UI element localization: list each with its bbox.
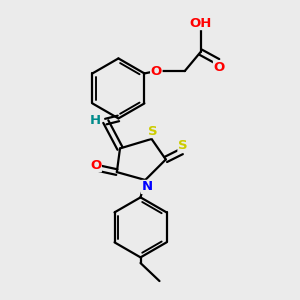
Text: N: N [142, 180, 153, 194]
Text: S: S [178, 140, 188, 152]
Text: S: S [148, 124, 158, 138]
Text: OH: OH [189, 16, 212, 30]
Text: H: H [90, 113, 101, 127]
Text: O: O [214, 61, 225, 74]
Text: O: O [151, 64, 162, 78]
Text: O: O [90, 159, 101, 172]
